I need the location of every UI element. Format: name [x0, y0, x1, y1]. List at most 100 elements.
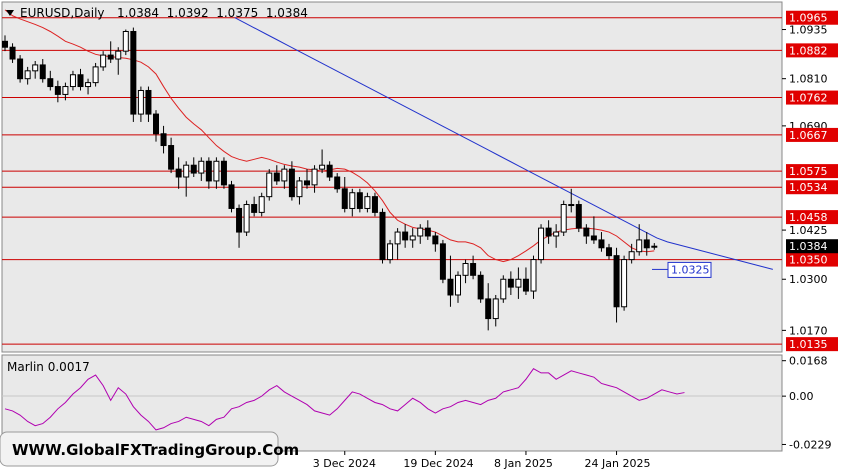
candle-body: [606, 247, 612, 257]
ma-callout-label: 1.0325: [671, 263, 710, 276]
candle-body: [379, 211, 386, 261]
candle-body: [492, 298, 499, 320]
candle-body: [334, 176, 341, 190]
time-axis: 3 Dec 2024 19 Dec 2024 8 Jan 2025 24 Jan 20…: [313, 451, 651, 470]
candle-body: [424, 227, 431, 237]
level-tag: [786, 210, 838, 225]
candle-body: [530, 259, 537, 292]
oscillator-axis: 0.0168 0.00 -0.0229: [782, 355, 831, 451]
level-tag: [786, 252, 838, 267]
candle-body: [485, 298, 492, 320]
candle-body: [266, 172, 273, 198]
time-tick-label: 8 Jan 2025: [494, 457, 553, 470]
ma-callout-box: [667, 261, 712, 278]
oscillator-tick-label: -0.0229: [789, 438, 831, 451]
candle-body: [17, 58, 24, 80]
candle-body: [24, 70, 31, 80]
candle-body: [470, 263, 477, 276]
level-tag-label: 1.0575: [789, 165, 828, 178]
candle-body: [319, 164, 326, 170]
ma-slow-path: [234, 17, 773, 270]
level-tag-label: 1.0135: [789, 338, 828, 351]
oscillator-tick-label: 0.00: [789, 390, 814, 403]
candle-body: [243, 204, 250, 233]
level-tag-label: 1.0762: [789, 92, 828, 105]
candle-body: [304, 180, 310, 186]
candle-body: [583, 227, 590, 237]
level-tag-label: 1.0965: [789, 12, 828, 25]
symbol-label: EURUSD,Daily: [20, 6, 105, 20]
candle-body: [560, 204, 567, 233]
candle-body: [47, 78, 54, 88]
candle-body: [85, 82, 92, 88]
candle-body: [258, 196, 265, 213]
current-price-tag: [786, 239, 838, 254]
candle-body: [371, 196, 378, 213]
candlesticks: [2, 27, 658, 331]
candle-body: [190, 164, 197, 174]
candle-body: [341, 188, 348, 209]
ma-slow-line: [234, 17, 773, 270]
candle-body: [590, 235, 597, 241]
candle-body: [477, 274, 484, 300]
candle-body: [311, 168, 318, 186]
candle-body: [92, 66, 99, 84]
candle-body: [175, 168, 182, 178]
candle-body: [32, 64, 39, 72]
candle-body: [77, 74, 84, 88]
candle-body: [107, 54, 114, 60]
candle-body: [168, 145, 175, 170]
candle-body: [439, 243, 446, 280]
candle-body: [500, 278, 507, 300]
price-tick-label: 1.0935: [789, 24, 828, 37]
price-tick-label: 1.0425: [789, 224, 828, 237]
ohlc-values: 1.0384 1.0392 1.0375 1.0384: [117, 6, 308, 20]
candle-body: [364, 196, 371, 209]
candle-body: [220, 160, 227, 186]
candle-body: [643, 239, 650, 249]
candle-body: [568, 204, 575, 207]
level-tag: [786, 337, 838, 352]
candle-body: [326, 164, 333, 178]
candle-body: [9, 46, 16, 60]
candle-body: [402, 231, 409, 241]
candle-body: [575, 204, 582, 229]
candle-body: [507, 278, 514, 288]
candle-body: [213, 160, 220, 182]
candle-body: [183, 164, 190, 178]
price-axis-tags: 1.0965 1.0882 1.0762 1.0667 1.0575 1.0534 1.04…: [786, 10, 838, 352]
candle-body: [228, 184, 235, 209]
time-tick-label: 24 Jan 2025: [585, 457, 651, 470]
level-tag: [786, 43, 838, 58]
candle-body: [2, 40, 8, 48]
candle-body: [417, 227, 424, 237]
candle-body: [447, 278, 454, 296]
candle-body: [153, 113, 159, 135]
candle-body: [409, 235, 416, 241]
candle-body: [160, 133, 167, 147]
oscillator-path: [4, 368, 685, 431]
candle-body: [251, 204, 258, 213]
candle-body: [69, 74, 76, 88]
price-tick-label: 1.0810: [789, 73, 828, 86]
candle-body: [432, 235, 439, 245]
candle-body: [130, 30, 137, 115]
candle-body: [636, 239, 643, 253]
candle-body: [54, 86, 61, 95]
ma-callout: 1.0325: [652, 261, 712, 278]
candle-body: [598, 239, 605, 249]
candle-body: [236, 207, 243, 233]
candle-body: [100, 54, 107, 68]
watermark-text: WWW.GlobalFXTradingGroup.Com: [12, 441, 299, 459]
candle-body: [613, 255, 620, 308]
time-tick-label: 3 Dec 2024: [313, 457, 376, 470]
candle-body: [137, 89, 144, 115]
candle-body: [522, 278, 529, 292]
candle-body: [356, 192, 363, 209]
menu-triangle-icon[interactable]: [6, 10, 14, 16]
candle-body: [515, 278, 522, 288]
candle-body: [115, 50, 122, 60]
level-tag-label: 1.0534: [789, 181, 828, 194]
current-price-label: 1.0384: [789, 240, 828, 253]
